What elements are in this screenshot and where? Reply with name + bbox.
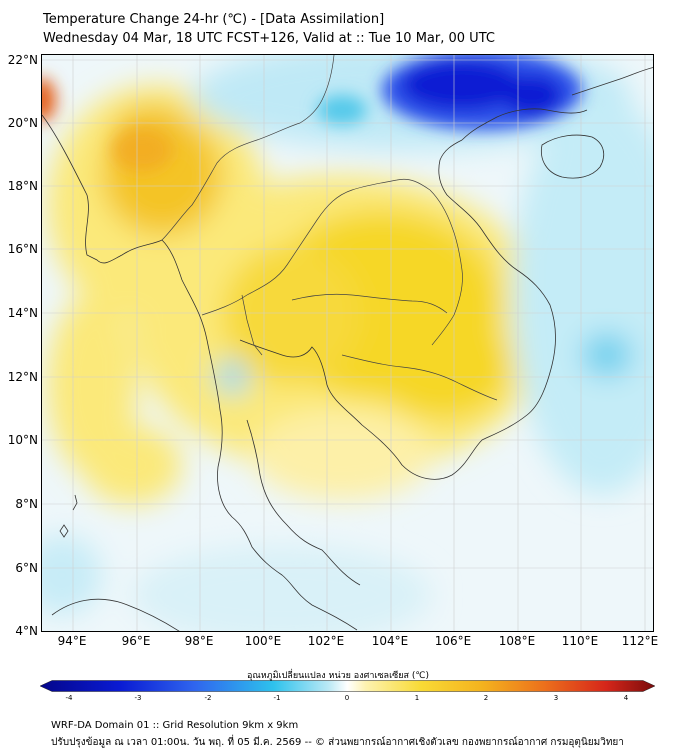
lon-label: 100°E — [244, 634, 282, 648]
lat-label: 10°N — [7, 433, 38, 447]
colorbar-tick-label: -3 — [134, 694, 142, 702]
lon-label: 98°E — [184, 634, 214, 648]
gridlines — [42, 55, 653, 631]
lon-label: 108°E — [498, 634, 536, 648]
lat-label: 22°N — [7, 53, 38, 67]
lat-label: 12°N — [7, 370, 38, 384]
colorbar-tick-label: 0 — [344, 694, 350, 702]
colorbar-tick-label: 1 — [414, 694, 420, 702]
national-borders — [161, 55, 498, 401]
colorbar-tick-label: -4 — [65, 694, 73, 702]
lon-label: 94°E — [57, 634, 87, 648]
cool-region-south — [132, 545, 432, 631]
warm-region-gulf — [252, 410, 432, 500]
lat-label: 20°N — [7, 116, 38, 130]
warm-region-andaman — [82, 425, 182, 505]
cool-region-east-sea — [512, 95, 653, 495]
temperature-change-map — [41, 54, 654, 632]
temperature-field — [42, 55, 653, 631]
map-canvas — [42, 55, 653, 631]
cool-spot-south-china-sea — [582, 333, 632, 377]
cold-core — [317, 55, 582, 130]
lat-label: 8°N — [15, 497, 38, 511]
footer-model-info: WRF-DA Domain 01 :: Grid Resolution 9km … — [51, 720, 299, 731]
colorbar-tick-label: 3 — [553, 694, 559, 702]
colorbar-body — [40, 680, 655, 692]
lat-label: 14°N — [7, 306, 38, 320]
coastlines — [42, 67, 653, 631]
hot-spot — [42, 78, 172, 172]
colorbar-tick-label: -1 — [273, 694, 281, 702]
map-subtitle: Wednesday 04 Mar, 18 UTC FCST+126, Valid… — [43, 31, 495, 46]
lon-label: 104°E — [371, 634, 409, 648]
colorbar-title: อุณหภูมิเปลี่ยนแปลง หน่วย องศาเซลเซียส (… — [246, 671, 430, 681]
lon-label: 110°E — [561, 634, 599, 648]
colorbar-tick-label: 4 — [623, 694, 629, 702]
lon-label: 106°E — [434, 634, 472, 648]
lon-label: 102°E — [307, 634, 345, 648]
lat-label: 6°N — [15, 561, 38, 575]
lon-label: 96°E — [121, 634, 151, 648]
lat-label: 16°N — [7, 242, 38, 256]
lon-label: 112°E — [621, 634, 659, 648]
lat-label: 18°N — [7, 179, 38, 193]
colorbar-tick-label: -2 — [204, 694, 212, 702]
map-title: Temperature Change 24-hr (℃) - [Data Ass… — [43, 12, 385, 27]
colorbar — [40, 680, 655, 692]
lat-label: 4°N — [15, 624, 38, 638]
warm-core-cambodia — [372, 310, 512, 420]
footer-credits: ปรับปรุงข้อมูล ณ เวลา 01:00น. วัน พฤ. ที… — [51, 737, 624, 748]
colorbar-tick-label: 2 — [483, 694, 489, 702]
cool-spot-southwest — [42, 535, 102, 615]
